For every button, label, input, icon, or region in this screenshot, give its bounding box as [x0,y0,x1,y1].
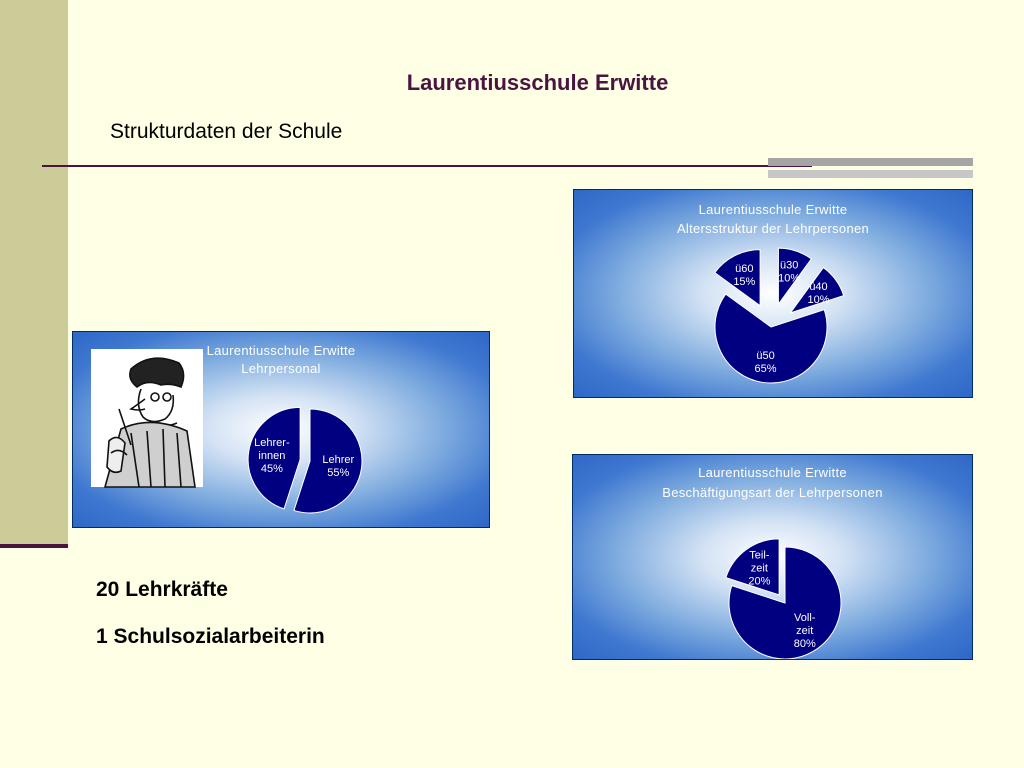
sidebar-accent-bar [0,544,68,548]
pie-slice-label: ü30 10% [778,260,800,285]
pie-chart-lehrpersonal: Lehrer-innen 45% Lehrer 55% [247,406,363,514]
pie-slice [714,249,761,307]
chart-subtitle: Altersstruktur der Lehrpersonen [676,221,870,236]
sidebar-band [0,0,68,545]
slide-title: Laurentiusschule Erwitte [406,70,669,95]
pie-chart-altersstruktur: ü30 10% ü40 10% ü50 65% ü60 15% [714,247,845,384]
header-rule-grey-top [768,158,973,166]
chart-title: Laurentiusschule Erwitte [206,343,356,358]
chart-panel-lehrpersonal: Laurentiusschule Erwitte Lehrpersonal Le… [72,331,490,528]
chart-subtitle: Lehrpersonal [241,361,321,376]
pie-slice [714,293,828,384]
pie-slice-label: Lehrer-innen 45% [254,437,290,475]
pie-slice-label: ü50 65% [755,350,777,375]
teacher-caricature-picture [91,349,203,488]
pie-slice [247,406,301,510]
header-rule-grey-bottom [768,170,973,178]
pie-slice-label: Lehrer 55% [322,454,354,479]
chart-panel-altersstruktur: Laurentiusschule Erwitte Altersstruktur … [573,189,973,398]
pie-slice-label: ü60 15% [733,263,755,288]
chart-subtitle: Beschäftigungsart der Lehrpersonen [662,485,883,500]
pie-slice [789,266,845,314]
pie-slice-label: Voll-zeit 80% [794,612,816,650]
pie-slice-label: ü40 10% [807,281,829,306]
chart-panel-beschaeftigungsart: Laurentiusschule Erwitte Beschäftigungsa… [572,454,973,660]
chart-title: Laurentiusschule Erwitte [698,465,847,480]
pie-slice [725,538,780,596]
pie-slice-label: Teil-zeit 20% [748,550,770,588]
pie-slice [777,247,813,306]
pie-slice [728,546,842,659]
slide-subtitle: Strukturdaten der Schule [110,120,343,143]
pie-slice [293,408,363,514]
stat-social-worker-count: 1 Schulsozialarbeiterin [96,625,325,648]
stat-teacher-count: 20 Lehrkräfte [96,578,228,601]
chart-title: Laurentiusschule Erwitte [698,202,848,217]
header-rule [42,165,812,167]
pie-chart-beschaeftigungsart: Voll-zeit 80% Teil-zeit 20% [725,538,842,659]
